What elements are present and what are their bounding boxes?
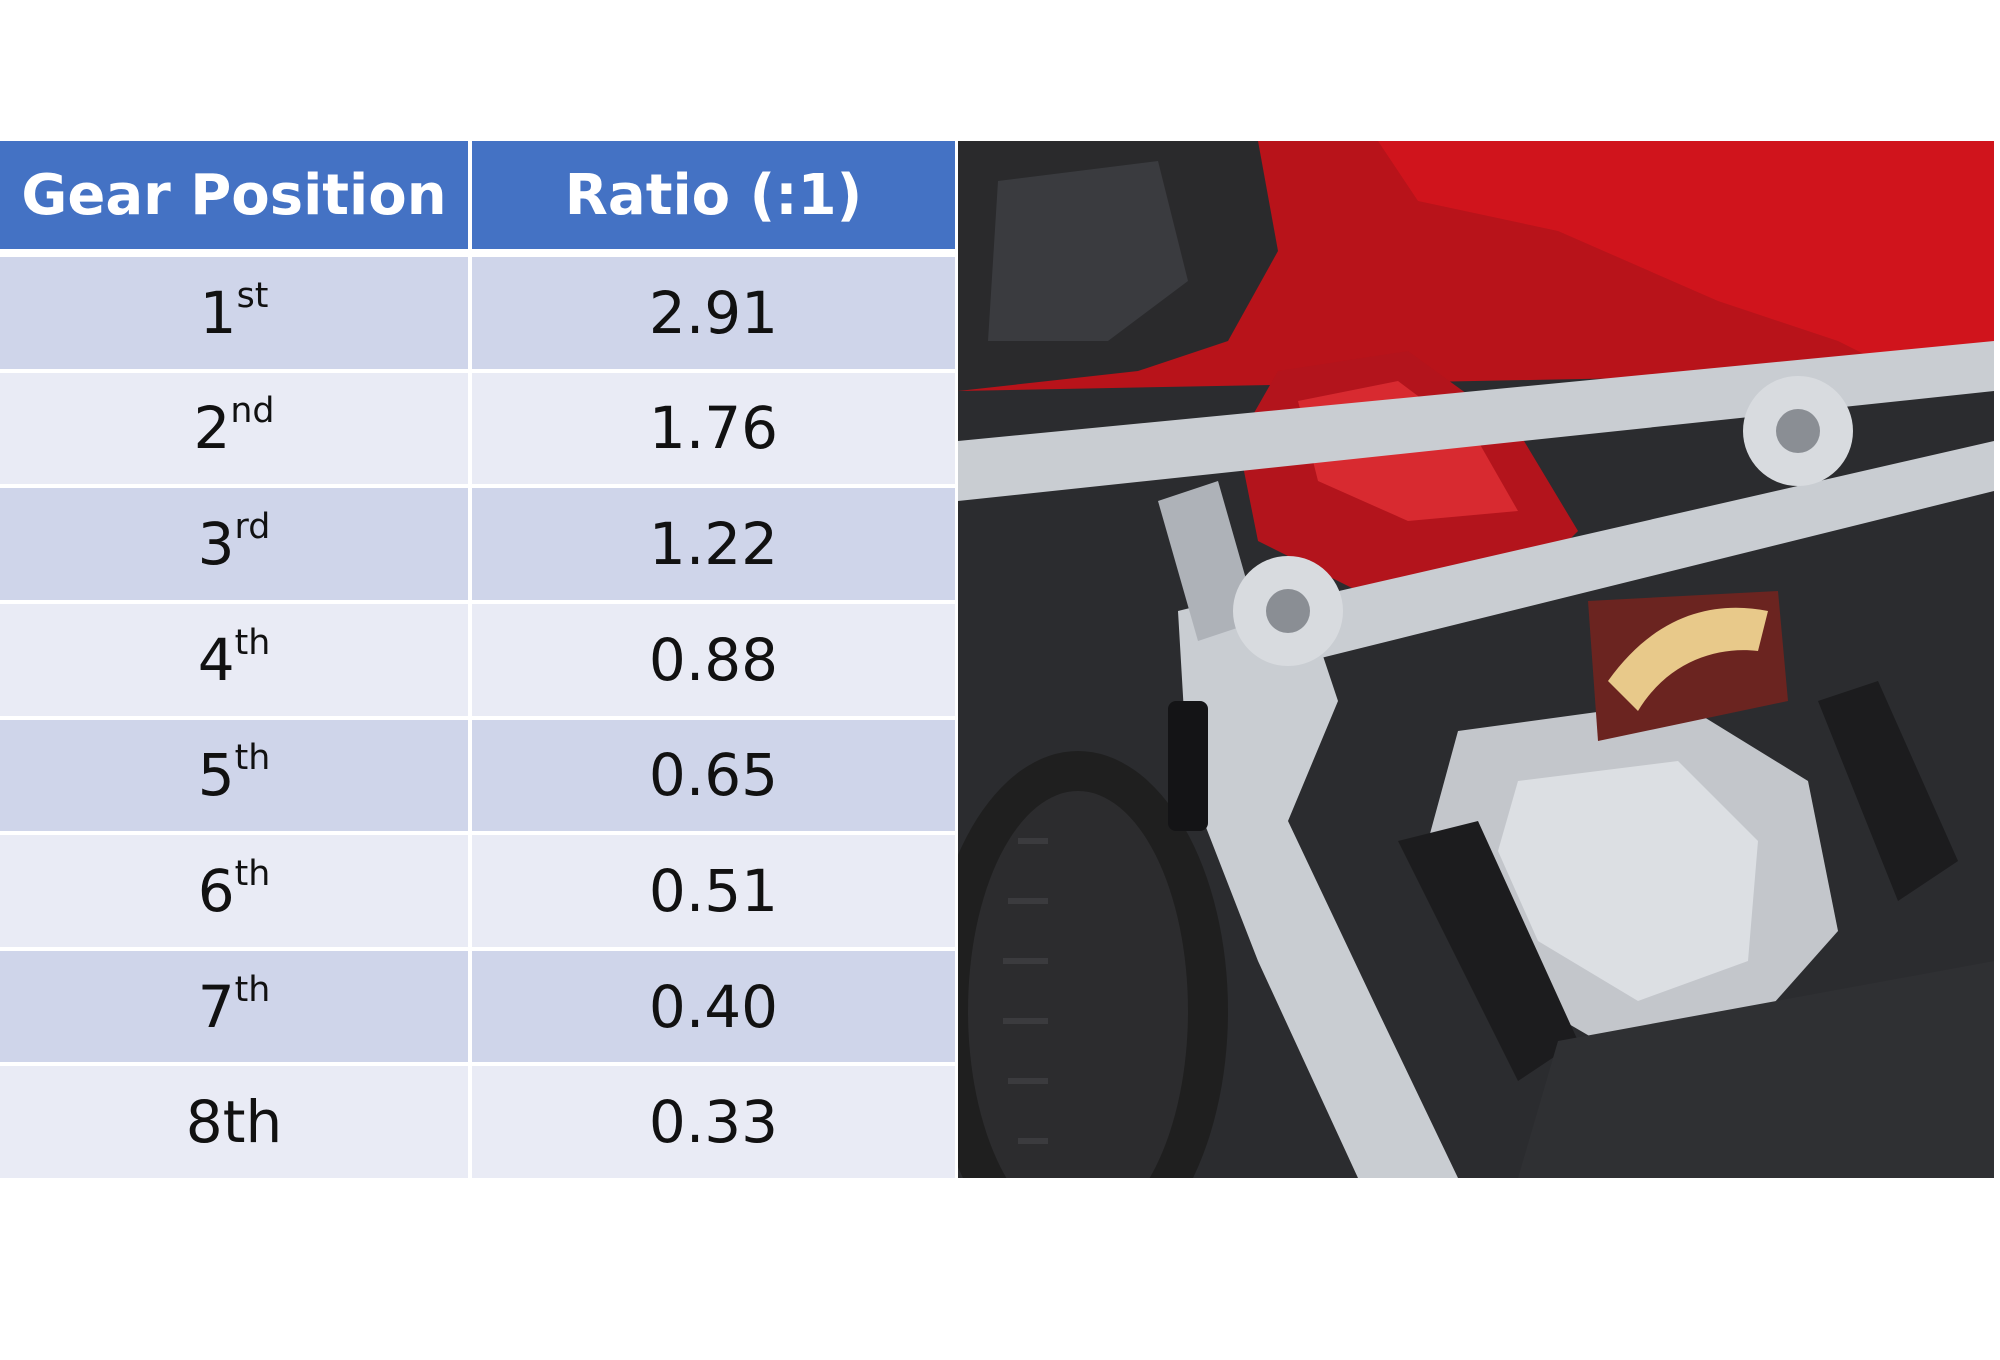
table-row: 2nd 1.76	[0, 368, 955, 487]
gear-number: 5	[197, 741, 235, 810]
gear-cell: 5th	[0, 715, 472, 834]
gear-number: 8th	[185, 1088, 283, 1157]
engine-chassis-illustration	[958, 141, 1994, 1178]
gear-suffix: nd	[230, 391, 275, 432]
ratio-cell: 1.22	[470, 484, 955, 602]
table-row: 4th 0.88	[0, 599, 955, 718]
gear-number: 3	[197, 510, 235, 579]
transmission-cover	[1498, 761, 1758, 1001]
gear-cell: 3rd	[0, 484, 472, 602]
car-body-panel	[1378, 141, 1994, 381]
table-row: 5th 0.65	[0, 715, 955, 834]
frame-rail-diagonal	[1178, 581, 1458, 1178]
exhaust-hose-left	[1398, 821, 1578, 1081]
frame-rail-upper	[958, 341, 1994, 501]
gear-ratio-table: Gear Position Ratio (:1) 1st 2.91 2nd 1.…	[0, 141, 955, 1178]
ratio-cell: 2.91	[470, 251, 955, 371]
gear-cell: 1st	[0, 251, 472, 371]
gear-number: 2	[193, 394, 231, 463]
header-ratio: Ratio (:1)	[470, 141, 955, 253]
header-gear-position: Gear Position	[0, 141, 472, 253]
gear-cell: 8th	[0, 1062, 472, 1178]
frame-bracket	[1158, 481, 1258, 641]
gear-cell: 2nd	[0, 368, 472, 487]
gear-suffix: st	[236, 275, 269, 316]
gear-suffix: th	[234, 969, 271, 1010]
gear-number: 4	[197, 625, 235, 694]
ratio-cell: 0.88	[470, 599, 955, 718]
gear-suffix: th	[234, 738, 271, 779]
gear-suffix: th	[234, 622, 271, 663]
gear-number: 7	[197, 972, 235, 1041]
table-row: 8th 0.33	[0, 1062, 955, 1178]
gear-number: 6	[197, 856, 235, 925]
gear-suffix: th	[234, 853, 271, 894]
coil-spring	[1168, 701, 1208, 831]
rear-floor	[1518, 961, 1994, 1178]
gear-cell: 6th	[0, 831, 472, 949]
seat-back	[988, 161, 1188, 341]
engine-chassis-photo	[958, 141, 1994, 1178]
exhaust-hose-right	[1818, 681, 1958, 901]
ratio-cell: 0.51	[470, 831, 955, 949]
ratio-cell: 1.76	[470, 368, 955, 487]
ratio-cell: 0.33	[470, 1062, 955, 1178]
ratio-cell: 0.40	[470, 946, 955, 1065]
gear-suffix: rd	[234, 506, 271, 547]
gear-cell: 7th	[0, 946, 472, 1065]
gear-number: 1	[199, 278, 237, 347]
cutaway-gear-detail	[1608, 607, 1768, 711]
ratio-cell: 0.65	[470, 715, 955, 834]
table-header-row: Gear Position Ratio (:1)	[0, 141, 955, 253]
frame-rail-cross	[1208, 441, 1994, 681]
table-row: 3rd 1.22	[0, 484, 955, 602]
gear-cell: 4th	[0, 599, 472, 718]
table-row: 7th 0.40	[0, 946, 955, 1065]
table-row: 6th 0.51	[0, 831, 955, 949]
table-row: 1st 2.91	[0, 251, 955, 371]
